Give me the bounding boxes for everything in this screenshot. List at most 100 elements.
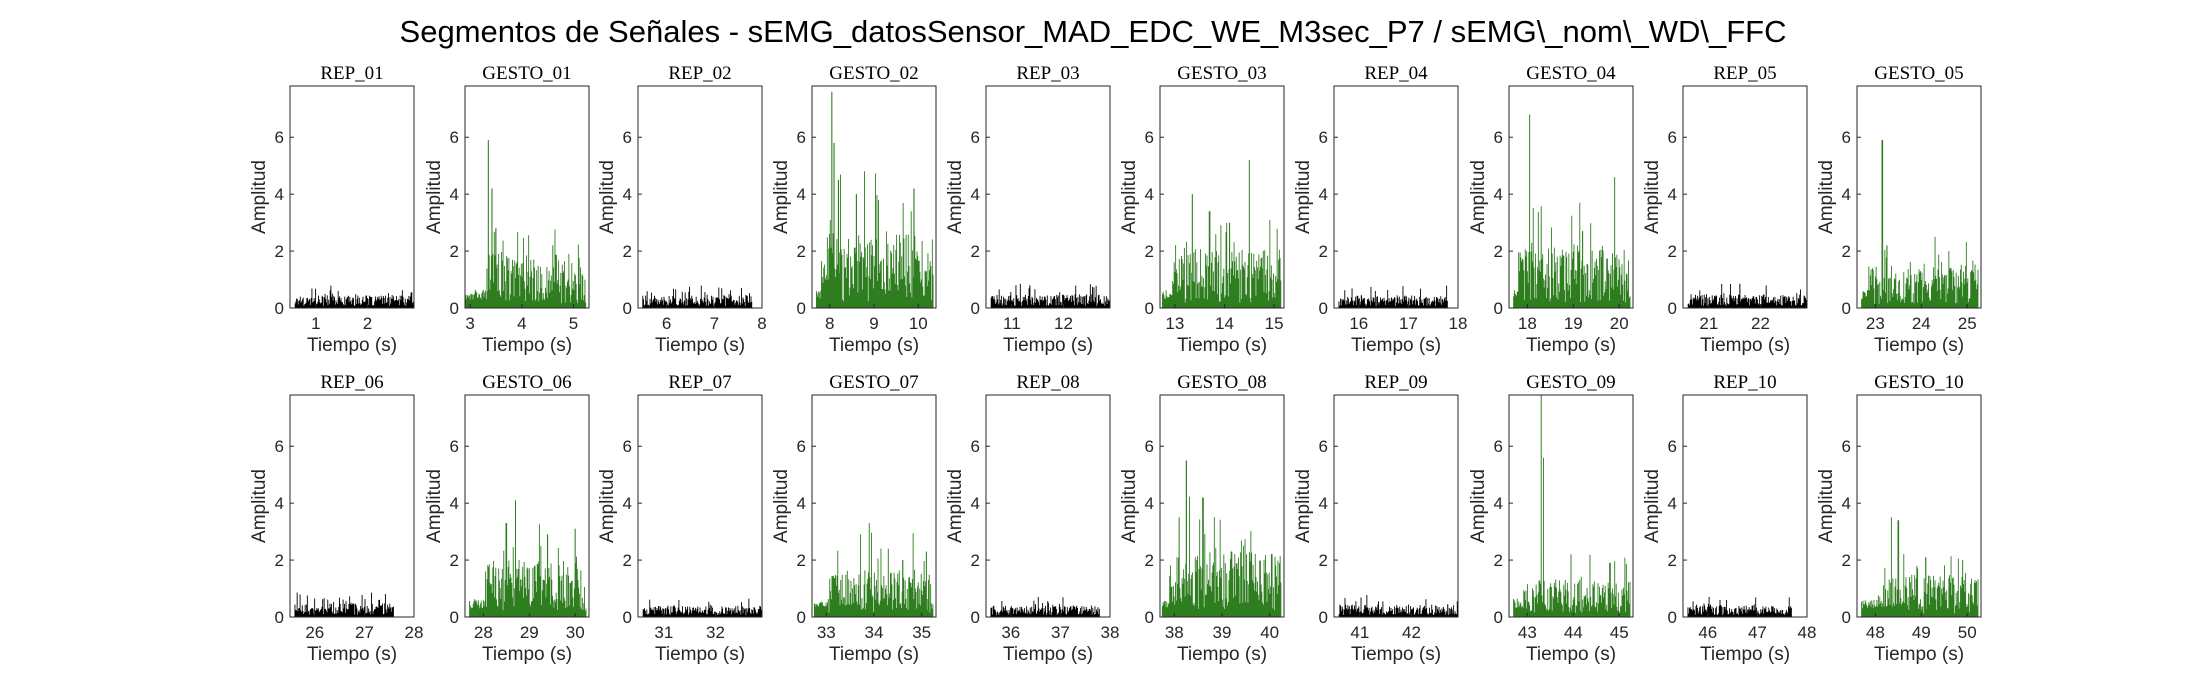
y-tick-label: 4 [971,494,980,513]
y-tick-label: 2 [1494,551,1503,570]
signal-trace [990,596,1100,617]
y-axis-label: Amplitud [1642,469,1663,543]
y-tick-label: 4 [797,494,806,513]
signal-trace [1861,140,1979,308]
subplot-title: REP_08 [1016,372,1079,393]
y-axis-label: Amplitud [771,160,792,234]
subplot-title: REP_02 [668,63,731,84]
x-axis-label: Tiempo (s) [655,335,745,356]
x-axis-label: Tiempo (s) [829,644,919,665]
axes-frame [637,85,763,309]
y-tick-label: 4 [971,185,980,204]
x-tick-label: 48 [1866,623,1885,642]
subplot-rep-05: 0 2 4 6 21 22 REP_05 Tiempo (s) Amplitud [1642,63,1808,356]
axes-box [289,394,415,618]
subplot-title: REP_05 [1713,63,1776,84]
y-axis-label: Amplitud [1119,160,1140,234]
subplot-gesto-09: 0 2 4 6 43 44 45 GESTO_09 Tiempo (s) Amplitud [1468,372,1634,665]
x-tick-label: 30 [566,623,585,642]
axes-frame [1682,85,1808,309]
y-axis-label: Amplitud [424,469,445,543]
x-axis-label: Tiempo (s) [307,335,397,356]
subplot-title: REP_04 [1364,63,1428,84]
signal-trace [1338,595,1458,617]
y-axis-label: Amplitud [1816,160,1837,234]
y-tick-label: 2 [1494,242,1503,261]
y-tick-label: 4 [450,494,459,513]
x-tick-label: 28 [405,623,424,642]
y-tick-label: 2 [971,551,980,570]
x-axis-label: Tiempo (s) [1526,644,1616,665]
y-tick-label: 4 [623,494,632,513]
axes-frame [637,394,763,618]
subplot-title: GESTO_01 [482,63,571,84]
subplot-rep-02: 0 2 4 6 6 7 8 REP_02 Tiempo (s) Amplitud [597,63,767,356]
x-axis-label: Tiempo (s) [307,644,397,665]
y-axis-label: Amplitud [424,160,445,234]
y-tick-label: 6 [1842,437,1851,456]
y-tick-label: 6 [275,437,284,456]
x-tick-label: 50 [1958,623,1977,642]
signal-gesto-05 [1861,140,1979,308]
x-axis-label: Tiempo (s) [1003,644,1093,665]
x-tick-label: 38 [1165,623,1184,642]
y-tick-label: 2 [971,242,980,261]
x-tick-label: 29 [520,623,539,642]
subplot-rep-04: 0 2 4 6 16 17 18 REP_04 Tiempo (s) Amplitud [1293,63,1467,356]
y-axis-label: Amplitud [771,469,792,543]
x-tick-label: 17 [1399,314,1418,333]
y-tick-label: 2 [623,551,632,570]
y-tick-label: 4 [275,185,284,204]
signal-trace [1513,395,1631,617]
x-tick-label: 15 [1265,314,1284,333]
subplot-title: GESTO_05 [1874,63,1963,84]
signal-trace [1162,160,1282,308]
x-axis-label: Tiempo (s) [1874,644,1964,665]
x-tick-label: 38 [1101,623,1120,642]
y-tick-label: 6 [1668,128,1677,147]
axes-frame [1682,394,1808,618]
subplot-rep-01: 0 2 4 6 1 2 REP_01 Tiempo (s) Amplitud [249,63,415,356]
x-tick-label: 5 [569,314,578,333]
axes-frame [985,394,1111,618]
x-tick-label: 44 [1564,623,1583,642]
y-tick-label: 4 [1668,185,1677,204]
y-axis-label: Amplitud [1293,469,1314,543]
subplot-gesto-01: 0 2 4 6 3 4 5 GESTO_01 Tiempo (s) Amplitud [424,63,590,356]
signal-gesto-06 [469,500,587,617]
subplot-gesto-04: 0 2 4 6 18 19 20 GESTO_04 Tiempo (s) Amplitud [1468,63,1634,356]
x-tick-label: 28 [474,623,493,642]
y-tick-label: 2 [1668,242,1677,261]
x-tick-label: 11 [1003,314,1021,333]
axes-frame [1508,394,1634,618]
y-tick-label: 6 [971,128,980,147]
y-axis-label: Amplitud [249,160,270,234]
y-tick-label: 2 [450,551,459,570]
axes-frame [1508,85,1634,309]
y-tick-label: 6 [1494,437,1503,456]
y-axis-label: Amplitud [249,469,270,543]
y-tick-label: 6 [1319,128,1328,147]
y-tick-label: 4 [1319,185,1328,204]
signal-trace [294,592,394,617]
subplot-rep-07: 0 2 4 6 31 32 REP_07 Tiempo (s) Amplitud [597,372,763,665]
y-axis-label: Amplitud [1119,469,1140,543]
subplot-rep-03: 0 2 4 6 11 12 REP_03 Tiempo (s) Amplitud [945,63,1111,356]
x-axis-label: Tiempo (s) [1526,335,1616,356]
y-tick-label: 4 [797,185,806,204]
y-tick-label: 2 [1319,242,1328,261]
subplot-gesto-10: 0 2 4 6 48 49 50 GESTO_10 Tiempo (s) Amplitud [1816,372,1982,665]
axes-box [464,85,590,309]
y-tick-label: 6 [1494,128,1503,147]
y-tick-label: 0 [797,608,806,627]
y-tick-label: 0 [1668,608,1677,627]
y-tick-label: 6 [1842,128,1851,147]
signal-trace [1338,285,1448,308]
signal-trace [642,598,762,617]
axes-frame [1159,85,1285,309]
subplot-rep-06: 0 2 4 6 26 27 28 REP_06 Tiempo (s) Amplitud [249,372,423,665]
y-axis-label: Amplitud [1468,469,1489,543]
x-axis-label: Tiempo (s) [1177,644,1267,665]
axes-frame [464,85,590,309]
